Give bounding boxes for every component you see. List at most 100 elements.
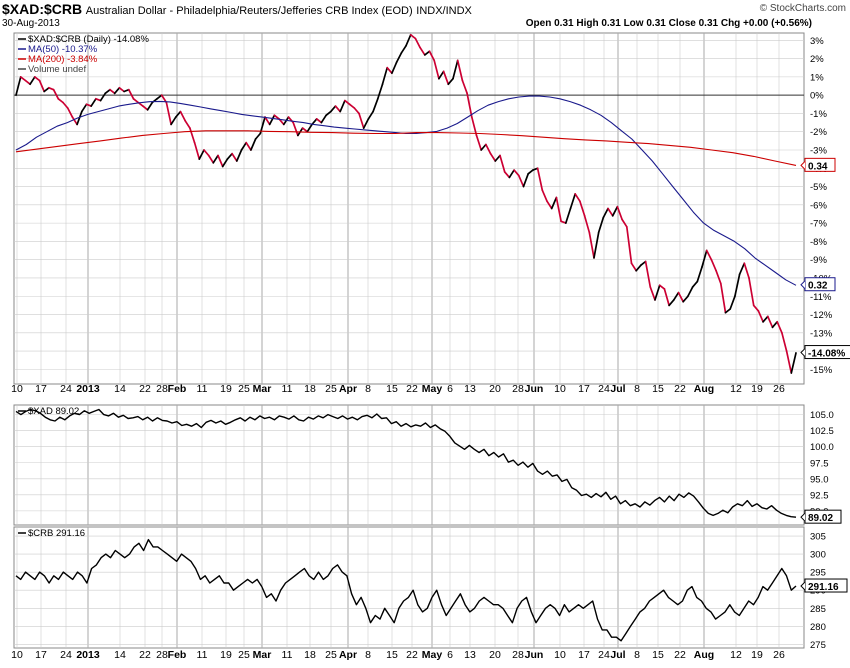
price-segment [254, 132, 262, 140]
price-segment [630, 262, 638, 272]
price-segment [635, 264, 642, 272]
price-segment [574, 193, 581, 203]
y-tick-label: -9% [810, 255, 827, 266]
chart-title: $XAD:$CRB Australian Dollar - Philadelph… [2, 1, 472, 17]
price-segment [395, 52, 403, 64]
price-segment [625, 225, 633, 265]
x-tick-label: May [422, 383, 443, 395]
price-segment [38, 79, 46, 93]
price-segment [409, 33, 417, 40]
y-tick-label: 300 [810, 550, 826, 561]
x-tick-label: 20 [489, 383, 501, 395]
xad-end-label: 89.02 [808, 513, 833, 524]
price-segment [710, 258, 717, 272]
price-segment [555, 196, 562, 223]
y-tick-label: 3% [810, 36, 824, 47]
price-segment [658, 284, 666, 290]
x-tick-label: 10 [554, 383, 566, 395]
price-segment [452, 59, 459, 80]
price-segment [104, 88, 111, 95]
price-segment [113, 86, 121, 95]
price-segment [766, 315, 774, 329]
x-tick-label: 26 [773, 649, 785, 661]
price-segment [287, 116, 295, 124]
price-segment [405, 33, 412, 47]
price-segment [771, 320, 779, 329]
y-tick-label: 0% [810, 91, 824, 102]
price-segment [550, 196, 558, 210]
x-tick-label: 25 [238, 383, 250, 395]
price-segment [334, 105, 342, 113]
price-segment [503, 171, 511, 179]
x-tick-label: 17 [35, 383, 47, 395]
x-tick-label: Apr [339, 383, 357, 395]
price-segment [456, 59, 464, 82]
y-tick-label: 100.0 [810, 442, 834, 453]
x-tick-label: 17 [35, 649, 47, 661]
price-segment [419, 46, 426, 56]
y-tick-label: -11% [810, 292, 832, 303]
price-segment [400, 44, 407, 54]
price-segment [66, 107, 74, 118]
x-tick-label: 28 [156, 383, 168, 395]
x-tick-label: Feb [168, 383, 187, 395]
x-tick-label: 11 [197, 649, 208, 661]
x-tick-label: 28 [512, 649, 524, 661]
y-tick-label: 95.0 [810, 474, 829, 485]
y-tick-label: -15% [810, 365, 833, 376]
ma50-end-label-pointer [800, 280, 806, 290]
price-segment [701, 249, 708, 268]
price-segment [386, 66, 393, 75]
price-segment [315, 118, 323, 124]
chart-date: 30-Aug-2013 [2, 18, 60, 29]
price-segment [109, 88, 116, 95]
y-tick-label: -7% [810, 219, 827, 230]
price-segment [423, 50, 431, 56]
x-tick-label: 8 [634, 649, 640, 661]
x-tick-label: 22 [139, 383, 151, 395]
price-segment [579, 200, 586, 217]
x-tick-label: 22 [674, 649, 686, 661]
grid-lines [14, 33, 804, 648]
x-tick-label: Apr [339, 649, 357, 661]
price-segment [165, 101, 172, 126]
price-segment [470, 116, 478, 137]
price-segment [43, 86, 50, 93]
x-tick-label: 10 [11, 649, 23, 661]
price-segment [485, 143, 492, 155]
x-tick-label: 17 [578, 383, 590, 395]
price-segment [438, 70, 445, 80]
price-segment [640, 260, 647, 267]
legend-entry: MA(50) -10.37% [28, 44, 98, 55]
price-segment [264, 116, 271, 126]
price-segment [353, 107, 360, 115]
price-segment [15, 76, 22, 97]
price-segment [513, 169, 520, 177]
price-segment [536, 167, 544, 192]
price-segment [517, 174, 525, 188]
price-segment [80, 103, 88, 113]
price-segment [235, 149, 243, 162]
price-segment [320, 114, 327, 124]
price-segment [268, 114, 276, 126]
price-segment [339, 99, 346, 113]
brand-watermark: © StockCharts.com [759, 3, 846, 14]
price-segment [546, 200, 553, 210]
price-segment [24, 79, 31, 86]
price-segment [743, 262, 750, 279]
price-segment [376, 83, 384, 100]
price-segment [564, 207, 572, 224]
x-tick-label: Aug [694, 383, 714, 395]
price-segment [221, 158, 229, 168]
panel-frame [13, 32, 805, 385]
price-segment [734, 273, 741, 298]
x-tick-label: 12 [730, 383, 742, 395]
price-segment [207, 154, 215, 164]
legend-entry: $CRB 291.16 [28, 528, 85, 539]
price-segment [588, 231, 595, 259]
ma200-end-label-pointer [800, 161, 806, 170]
x-tick-label: 24 [60, 649, 72, 661]
price-segment [724, 308, 732, 314]
x-tick-label: 6 [447, 383, 453, 395]
x-tick-label: 20 [489, 649, 501, 661]
